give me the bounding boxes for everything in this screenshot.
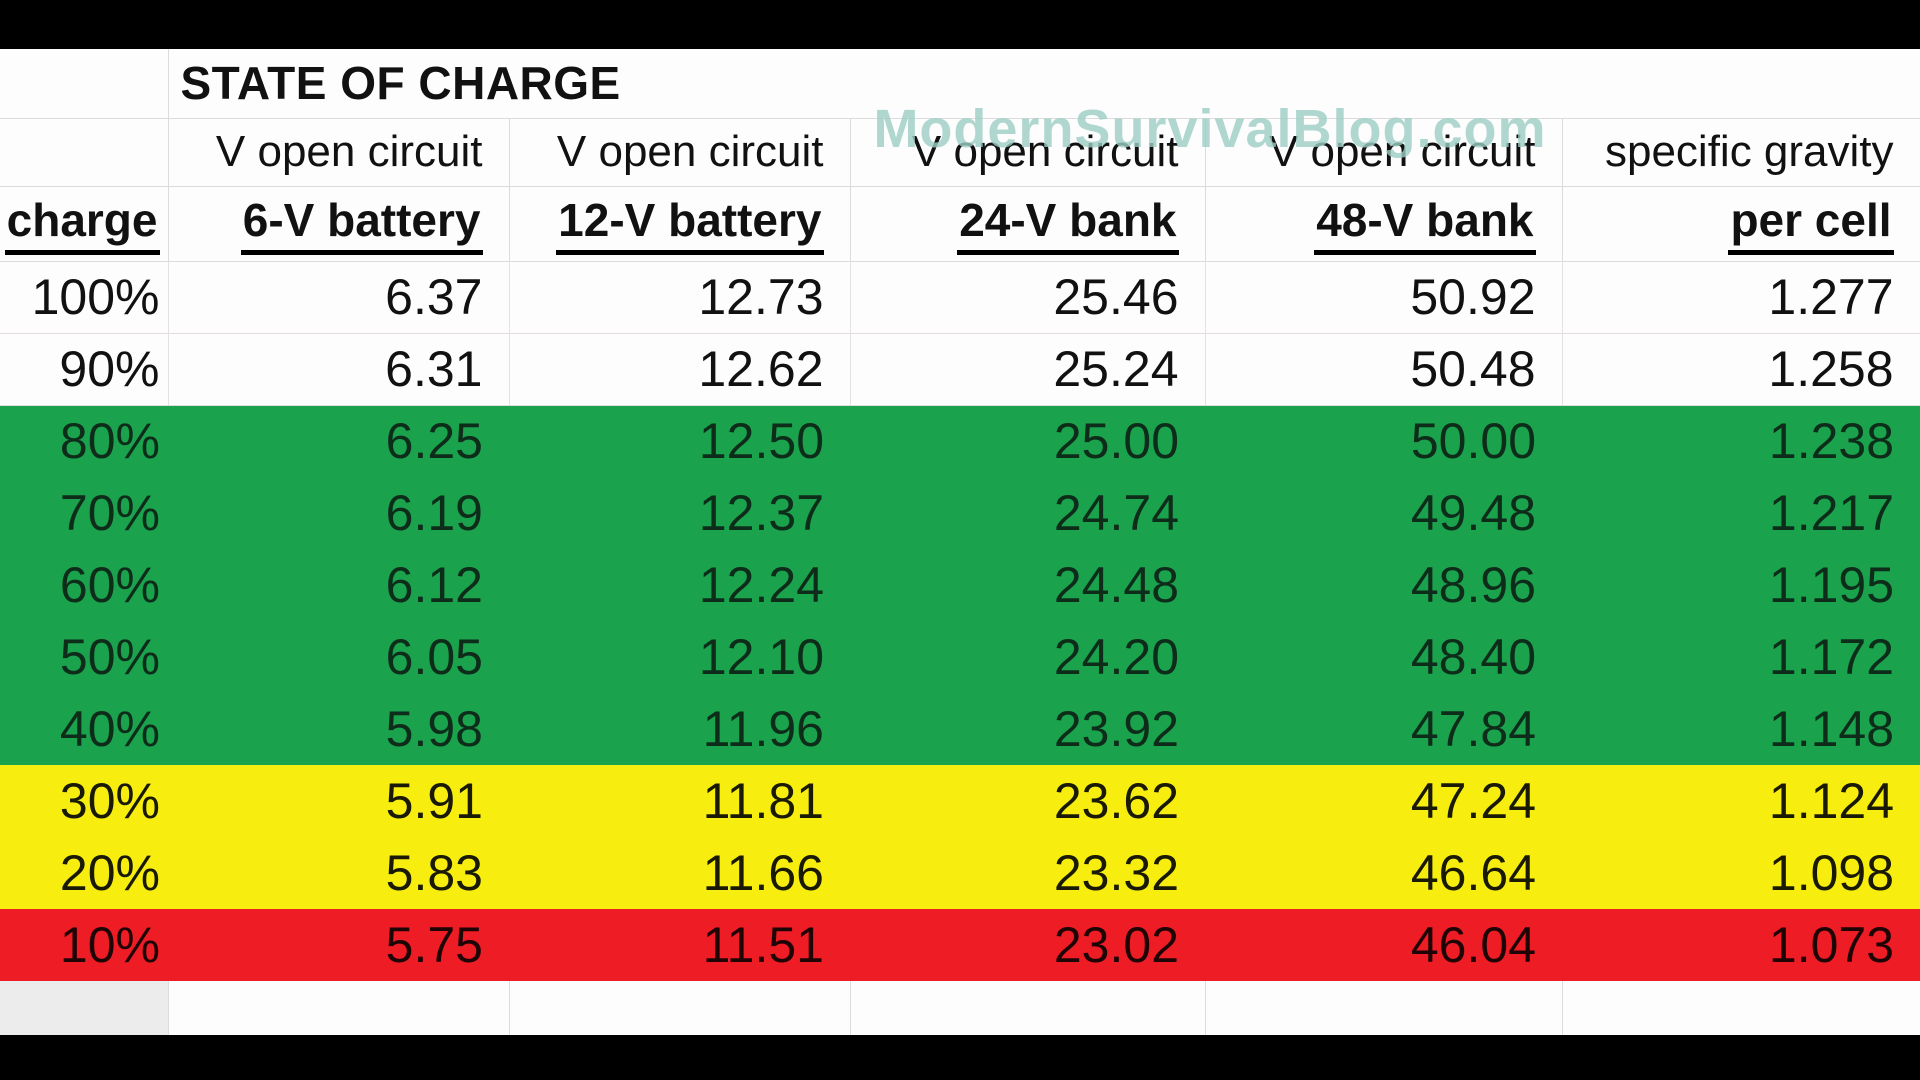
subheader-6v: V open circuit	[168, 118, 510, 187]
cell-gravity: 1.195	[1562, 549, 1920, 621]
cell-6v: 6.31	[168, 333, 510, 406]
page-title: STATE OF CHARGE	[168, 49, 1920, 119]
cell-charge: 30%	[0, 765, 168, 837]
cell-24v: 25.46	[850, 261, 1206, 334]
subheader-12v: V open circuit	[509, 118, 851, 187]
cell-12v: 12.10	[509, 621, 850, 693]
blank-cell	[1562, 981, 1920, 1036]
cell-charge: 20%	[0, 837, 168, 909]
cell-gravity: 1.148	[1562, 693, 1920, 765]
empty-row	[0, 981, 1920, 1036]
cell-48v: 48.96	[1205, 549, 1562, 621]
cell-6v: 5.98	[168, 693, 509, 765]
cell-48v: 50.48	[1205, 333, 1563, 406]
cell-48v: 48.40	[1205, 621, 1562, 693]
cell-12v: 11.96	[509, 693, 850, 765]
cell-charge: 90%	[0, 333, 169, 406]
cell-gravity: 1.277	[1562, 261, 1920, 334]
cell-6v: 6.19	[168, 477, 509, 549]
table-row-100: 100% 6.37 12.73 25.46 50.92 1.277	[0, 261, 1920, 334]
header-6v-battery: 6-V battery	[168, 186, 510, 262]
cell-6v: 6.05	[168, 621, 509, 693]
cell-24v: 23.32	[850, 837, 1205, 909]
cell-gravity: 1.124	[1562, 765, 1920, 837]
cell-12v: 11.66	[509, 837, 850, 909]
subheader-gravity: specific gravity	[1562, 118, 1920, 187]
blank-cell	[1205, 981, 1563, 1036]
title-row: STATE OF CHARGE	[0, 49, 1920, 119]
cell-6v: 5.75	[168, 909, 509, 981]
cell-charge: 10%	[0, 909, 168, 981]
blank-cell	[0, 981, 169, 1036]
cell-12v: 12.73	[509, 261, 851, 334]
cell-charge: 40%	[0, 693, 168, 765]
cell-charge: 70%	[0, 477, 168, 549]
blank-cell	[0, 49, 169, 119]
cell-12v: 12.50	[509, 405, 850, 477]
cell-charge: 60%	[0, 549, 168, 621]
cell-6v: 6.37	[168, 261, 510, 334]
cell-48v: 46.04	[1205, 909, 1562, 981]
cell-charge: 50%	[0, 621, 168, 693]
header-row: charge 6-V battery 12-V battery 24-V ban…	[0, 186, 1920, 262]
bottom-letterbox-bar	[0, 1035, 1920, 1080]
subheader-row: V open circuit V open circuit V open cir…	[0, 118, 1920, 187]
cell-48v: 47.24	[1205, 765, 1562, 837]
cell-gravity: 1.073	[1562, 909, 1920, 981]
cell-24v: 24.48	[850, 549, 1205, 621]
cell-48v: 49.48	[1205, 477, 1562, 549]
blank-cell	[168, 981, 510, 1036]
state-of-charge-table: STATE OF CHARGE V open circuit V open ci…	[0, 49, 1920, 1036]
header-per-cell: per cell	[1562, 186, 1920, 262]
table-row-90: 90% 6.31 12.62 25.24 50.48 1.258	[0, 333, 1920, 406]
top-letterbox-bar	[0, 0, 1920, 49]
cell-48v: 50.00	[1205, 405, 1562, 477]
subheader-48v: V open circuit	[1205, 118, 1563, 187]
cell-24v: 23.92	[850, 693, 1205, 765]
table-row-80: 80% 6.25 12.50 25.00 50.00 1.238	[0, 405, 1920, 477]
cell-charge: 80%	[0, 405, 168, 477]
cell-12v: 12.37	[509, 477, 850, 549]
cell-48v: 46.64	[1205, 837, 1562, 909]
cell-gravity: 1.098	[1562, 837, 1920, 909]
header-12v-battery: 12-V battery	[509, 186, 851, 262]
blank-cell	[0, 118, 169, 187]
table-row-50: 50% 6.05 12.10 24.20 48.40 1.172	[0, 621, 1920, 693]
cell-24v: 24.74	[850, 477, 1205, 549]
cell-48v: 50.92	[1205, 261, 1563, 334]
cell-48v: 47.84	[1205, 693, 1562, 765]
cell-gravity: 1.172	[1562, 621, 1920, 693]
header-48v-bank: 48-V bank	[1205, 186, 1563, 262]
header-charge: charge	[0, 186, 169, 262]
table-row-70: 70% 6.19 12.37 24.74 49.48 1.217	[0, 477, 1920, 549]
cell-charge: 100%	[0, 261, 169, 334]
cell-24v: 23.02	[850, 909, 1205, 981]
table-row-60: 60% 6.12 12.24 24.48 48.96 1.195	[0, 549, 1920, 621]
table-row-10: 10% 5.75 11.51 23.02 46.04 1.073	[0, 909, 1920, 981]
table-row-40: 40% 5.98 11.96 23.92 47.84 1.148	[0, 693, 1920, 765]
cell-6v: 5.83	[168, 837, 509, 909]
table-row-20: 20% 5.83 11.66 23.32 46.64 1.098	[0, 837, 1920, 909]
subheader-24v: V open circuit	[850, 118, 1206, 187]
cell-12v: 11.51	[509, 909, 850, 981]
cell-24v: 25.00	[850, 405, 1205, 477]
cell-6v: 6.25	[168, 405, 509, 477]
cell-6v: 5.91	[168, 765, 509, 837]
cell-6v: 6.12	[168, 549, 509, 621]
watermark: ModernSurvivalBlog.com	[873, 99, 1547, 159]
cell-12v: 11.81	[509, 765, 850, 837]
cell-gravity: 1.217	[1562, 477, 1920, 549]
cell-24v: 24.20	[850, 621, 1205, 693]
cell-gravity: 1.238	[1562, 405, 1920, 477]
blank-cell	[850, 981, 1206, 1036]
table-row-30: 30% 5.91 11.81 23.62 47.24 1.124	[0, 765, 1920, 837]
cell-24v: 25.24	[850, 333, 1206, 406]
cell-12v: 12.62	[509, 333, 851, 406]
cell-12v: 12.24	[509, 549, 850, 621]
cell-24v: 23.62	[850, 765, 1205, 837]
cell-gravity: 1.258	[1562, 333, 1920, 406]
header-24v-bank: 24-V bank	[850, 186, 1206, 262]
blank-cell	[509, 981, 851, 1036]
